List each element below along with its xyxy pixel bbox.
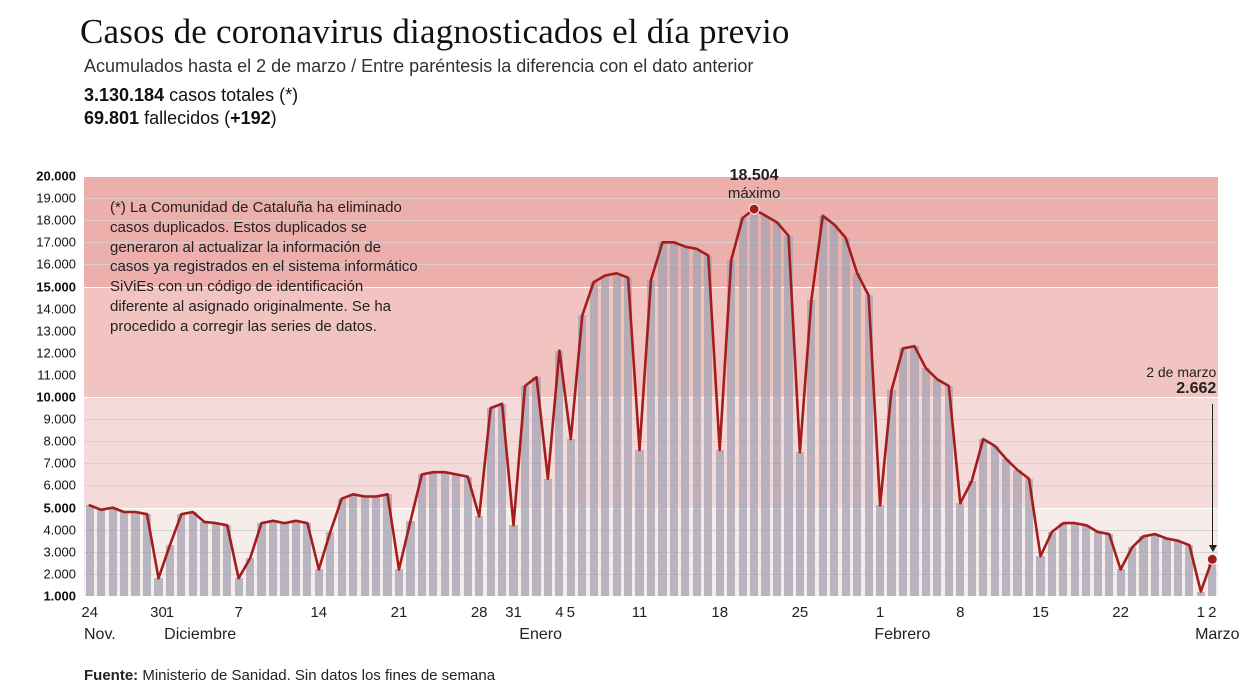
footnote: (*) La Comunidad de Cataluña ha eliminad…	[110, 198, 420, 337]
chart-title: Casos de coronavirus diagnosticados el d…	[80, 12, 1224, 52]
stat-total-cases: 3.130.184 casos totales (*)	[84, 85, 1224, 106]
arrow-icon	[1212, 404, 1213, 551]
xtick-day: 7	[234, 604, 242, 621]
xtick-day: 22	[1112, 604, 1129, 621]
xtick-day: 4	[555, 604, 563, 621]
xtick-day: 1	[1197, 604, 1205, 621]
xtick-day: 2	[1208, 604, 1216, 621]
xtick-month: Enero	[519, 626, 562, 644]
last-point-label: 2 de marzo2.662	[1126, 364, 1216, 398]
xtick-day: 30	[150, 604, 167, 621]
chart-xlabels: 243017142128314511182518152212Nov.Diciem…	[84, 604, 1218, 668]
xtick-day: 8	[956, 604, 964, 621]
xtick-day: 28	[471, 604, 488, 621]
stat-total-cases-value: 3.130.184	[84, 85, 164, 105]
xtick-month: Marzo	[1195, 626, 1239, 644]
stat-deaths: 69.801 fallecidos (+192)	[84, 108, 1224, 129]
peak-label: 18.504máximo	[728, 167, 781, 202]
xtick-day: 31	[505, 604, 522, 621]
xtick-day: 21	[391, 604, 408, 621]
xtick-day: 15	[1032, 604, 1049, 621]
xtick-day: 5	[567, 604, 575, 621]
chart-source: Fuente: Ministerio de Sanidad. Sin datos…	[84, 667, 495, 684]
stat-deaths-value: 69.801	[84, 108, 139, 128]
chart-container: Casos de coronavirus diagnosticados el d…	[0, 0, 1248, 698]
xtick-day: 1	[876, 604, 884, 621]
xtick-month: Diciembre	[164, 626, 236, 644]
chart-subtitle: Acumulados hasta el 2 de marzo / Entre p…	[84, 56, 1224, 77]
xtick-day: 11	[632, 604, 648, 621]
stat-deaths-delta: +192	[230, 108, 271, 128]
xtick-day: 24	[81, 604, 98, 621]
xtick-day: 25	[792, 604, 809, 621]
xtick-month: Nov.	[84, 626, 116, 644]
xtick-day: 14	[310, 604, 327, 621]
xtick-month: Febrero	[874, 626, 930, 644]
xtick-day: 1	[166, 604, 174, 621]
xtick-day: 18	[711, 604, 728, 621]
